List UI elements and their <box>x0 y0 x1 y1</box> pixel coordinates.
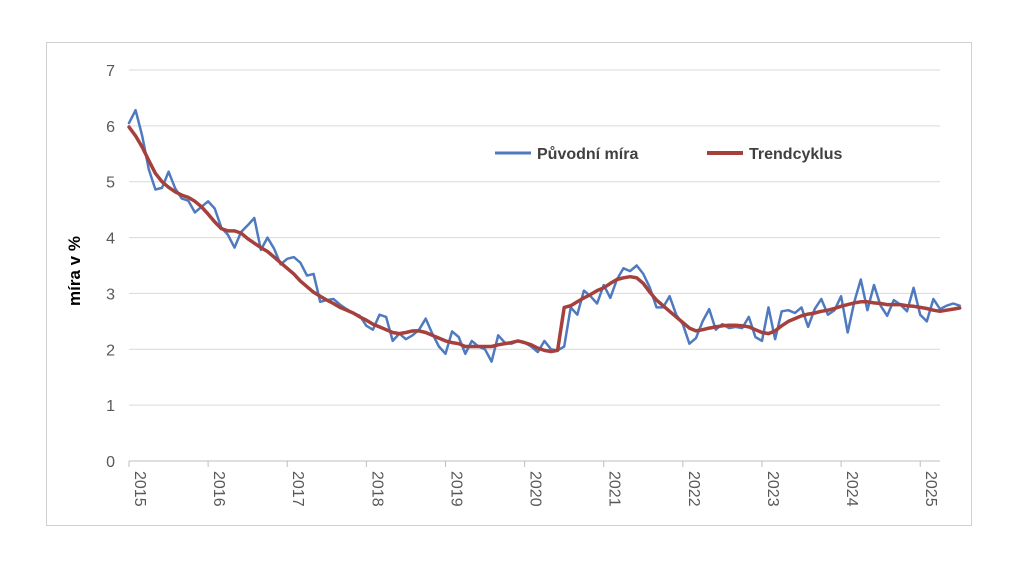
x-tick-label: 2017 <box>289 471 306 507</box>
legend-label: Původní míra <box>537 146 638 163</box>
x-tick-label: 2018 <box>368 471 385 507</box>
x-tick-label: 2023 <box>764 471 781 507</box>
y-tick-label: 4 <box>106 231 115 248</box>
y-tick-label: 1 <box>106 398 115 415</box>
y-axis-title: míra v % <box>65 236 84 306</box>
x-tick-label: 2015 <box>131 471 148 507</box>
y-tick-label: 0 <box>106 454 115 471</box>
legend-label: Trendcyklus <box>749 146 842 163</box>
x-tick-label: 2022 <box>685 471 702 507</box>
x-tick-label: 2019 <box>447 471 464 507</box>
y-tick-label: 2 <box>106 342 115 359</box>
series-line-trendcyklus <box>127 125 962 354</box>
line-chart: 0 1 2 3 4 5 6 7 2015 2016 2017 2018 2019 2020 2021 202… <box>65 63 962 507</box>
grid-lines <box>129 69 940 406</box>
y-tick-label: 5 <box>106 175 115 192</box>
x-tick-label: 2020 <box>527 471 544 507</box>
x-tick-label: 2025 <box>922 471 939 507</box>
legend: Původní míra Trendcyklus <box>495 146 842 163</box>
axes <box>128 460 940 467</box>
x-tick-label: 2024 <box>843 471 860 507</box>
y-tick-label: 7 <box>106 63 115 80</box>
chart-frame: 0 1 2 3 4 5 6 7 2015 2016 2017 2018 2019 2020 2021 202… <box>46 42 972 526</box>
y-tick-labels: 0 1 2 3 4 5 6 7 <box>106 63 115 471</box>
y-tick-label: 3 <box>106 286 115 303</box>
series-lines <box>127 108 962 363</box>
x-tick-label: 2021 <box>606 471 623 507</box>
series-line-puvodni-mira <box>127 108 961 363</box>
y-tick-label: 6 <box>106 119 115 136</box>
x-tick-labels: 2015 2016 2017 2018 2019 2020 2021 2022 2023 2024… <box>131 471 939 507</box>
x-tick-label: 2016 <box>210 471 227 507</box>
